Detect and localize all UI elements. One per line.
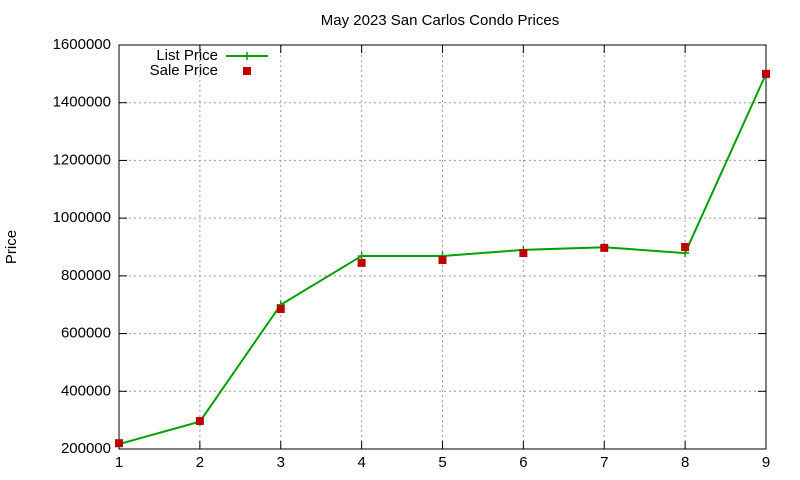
x-tick-label: 9	[762, 454, 770, 471]
point	[762, 69, 770, 78]
x-tick-label: 5	[438, 454, 446, 471]
plot-frame	[118, 44, 767, 450]
point	[600, 243, 609, 252]
chart-title: May 2023 San Carlos Condo Prices	[321, 12, 559, 29]
legend-label: List Price	[156, 47, 218, 64]
point	[357, 258, 366, 267]
x-tick-label: 8	[681, 454, 689, 471]
point	[519, 249, 528, 258]
y-tick-label: 1400000	[53, 94, 111, 111]
point	[276, 305, 285, 314]
point	[681, 243, 690, 251]
x-tick-label: 2	[196, 454, 204, 471]
y-tick-label: 800000	[61, 267, 111, 284]
x-tick-label: 3	[277, 454, 285, 471]
y-axis-label: Price	[3, 230, 20, 264]
y-tick-label: 600000	[61, 325, 111, 342]
x-tick-label: 1	[115, 454, 123, 471]
legend-swatch	[243, 52, 251, 60]
y-tick-label: 1000000	[53, 209, 111, 226]
point	[195, 417, 204, 426]
y-tick-label: 400000	[61, 382, 111, 399]
point	[357, 251, 366, 260]
legend-label: Sale Price	[150, 62, 218, 79]
y-tick-label: 200000	[61, 440, 111, 457]
y-tick-label: 1600000	[53, 36, 111, 53]
legend-swatch	[243, 67, 251, 75]
point	[115, 439, 123, 448]
x-tick-label: 7	[600, 454, 608, 471]
x-tick-label: 4	[357, 454, 365, 471]
x-tick-label: 6	[519, 454, 527, 471]
point	[438, 255, 447, 264]
y-tick-label: 1200000	[53, 151, 111, 168]
